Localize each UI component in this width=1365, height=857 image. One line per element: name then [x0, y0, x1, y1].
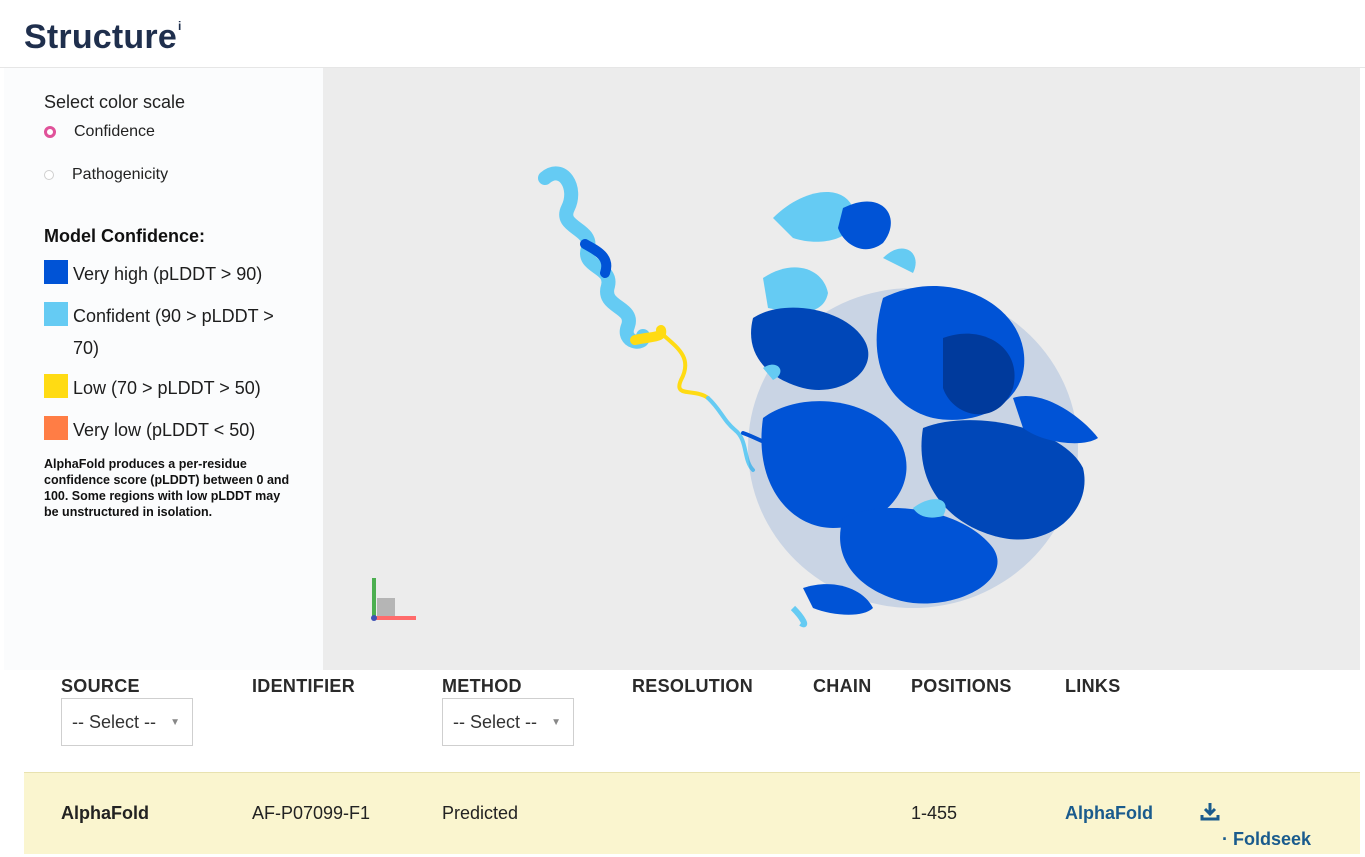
radio-confidence-label: Confidence: [74, 123, 155, 140]
color-scale-panel: Select color scale Confidence Pathogenic…: [4, 68, 323, 670]
col-header-method[interactable]: METHOD: [442, 676, 522, 696]
legend-note: AlphaFold produces a per-residue confide…: [44, 457, 290, 519]
source-filter-value: -- Select --: [72, 711, 157, 732]
source-filter-select[interactable]: -- Select -- ▼: [61, 698, 193, 746]
legend-very-low: Very low (pLDDT < 50): [44, 414, 304, 446]
linker-low: [659, 331, 710, 400]
axes-gizmo-icon: [371, 578, 416, 621]
legend-low: Low (70 > pLDDT > 50): [44, 372, 304, 404]
legend-label: Very high (pLDDT > 90): [73, 264, 263, 284]
alphafold-link[interactable]: AlphaFold: [1065, 803, 1153, 823]
structure-viewer[interactable]: [323, 68, 1360, 670]
method-filter-select[interactable]: -- Select -- ▼: [442, 698, 574, 746]
legend-swatch: [44, 302, 68, 326]
cell-positions: 1-455: [911, 803, 958, 823]
legend-swatch: [44, 416, 68, 440]
col-header-resolution[interactable]: RESOLUTION: [632, 676, 754, 696]
col-header-identifier[interactable]: IDENTIFIER: [252, 676, 356, 696]
col-header-chain[interactable]: CHAIN: [813, 676, 872, 696]
protein-structure-render[interactable]: [323, 68, 1360, 670]
legend-label: Low (70 > pLDDT > 50): [73, 378, 261, 398]
globular-domain: [748, 191, 1098, 628]
caret-down-icon: ▼: [551, 717, 561, 728]
download-icon[interactable]: [1200, 801, 1220, 826]
linker-confident: [706, 396, 755, 472]
col-header-source[interactable]: SOURCE: [61, 676, 140, 696]
cell-method: Predicted: [442, 803, 519, 823]
col-header-links: LINKS: [1065, 676, 1121, 696]
cell-source: AlphaFold: [61, 803, 149, 823]
helix-tail: [538, 166, 650, 349]
legend-swatch: [44, 374, 68, 398]
foldseek-link[interactable]: · Foldseek: [1222, 829, 1312, 849]
radio-unchecked-icon[interactable]: [44, 170, 54, 180]
radio-pathogenicity[interactable]: Pathogenicity: [44, 166, 168, 184]
table-row[interactable]: AlphaFold AF-P07099-F1 Predicted 1-455 A…: [24, 772, 1360, 854]
model-confidence-title: Model Confidence:: [44, 226, 205, 246]
section-header: Structurei: [0, 0, 1365, 68]
radio-checked-icon[interactable]: [44, 126, 56, 138]
legend-label: Very low (pLDDT < 50): [73, 420, 256, 440]
info-icon[interactable]: i: [177, 19, 182, 33]
radio-pathogenicity-label: Pathogenicity: [72, 166, 169, 183]
color-scale-label: Select color scale: [44, 92, 186, 112]
legend-swatch: [44, 260, 68, 284]
helix-tail-dark: [580, 239, 612, 278]
cell-identifier: AF-P07099-F1: [252, 803, 371, 823]
method-filter-value: -- Select --: [453, 711, 538, 732]
legend-confident: Confident (90 > pLDDT > 70): [44, 300, 294, 364]
legend-very-high: Very high (pLDDT > 90): [44, 258, 304, 290]
col-header-positions[interactable]: POSITIONS: [911, 676, 1012, 696]
page-title: Structurei: [24, 18, 182, 57]
page-title-text: Structure: [24, 18, 177, 56]
legend-label: Confident (90 > pLDDT > 70): [73, 306, 274, 358]
radio-confidence[interactable]: Confidence: [44, 123, 155, 141]
caret-down-icon: ▼: [170, 717, 180, 728]
